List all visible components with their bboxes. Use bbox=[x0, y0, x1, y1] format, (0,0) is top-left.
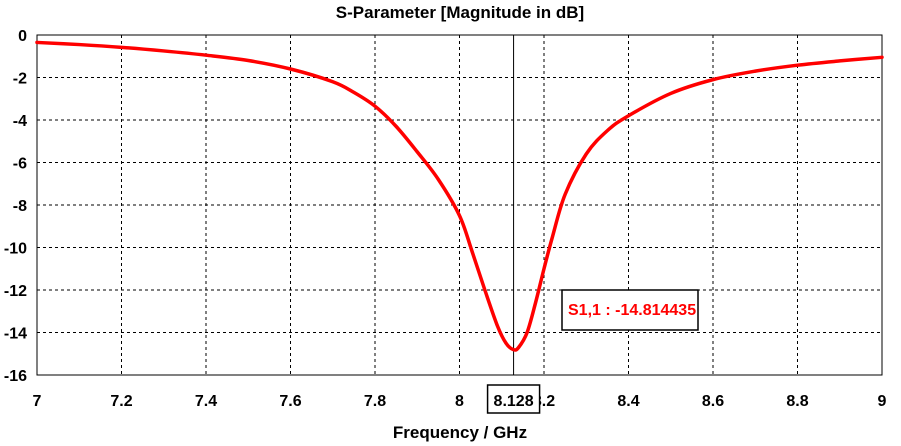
annotation-text: S1,1 : -14.814435 bbox=[568, 302, 696, 319]
x-tick-label: 7.2 bbox=[110, 393, 132, 410]
x-tick-label: 9 bbox=[878, 393, 887, 410]
y-tick-label: -4 bbox=[13, 113, 27, 130]
plot-frame bbox=[36, 34, 883, 376]
annotation-box bbox=[561, 289, 699, 331]
y-tick-label: -12 bbox=[4, 283, 27, 300]
y-tick-label: 0 bbox=[18, 28, 27, 45]
x-axis-label: Frequency / GHz bbox=[393, 423, 527, 442]
y-tick-label: -6 bbox=[13, 156, 27, 173]
cursor-x-box bbox=[486, 384, 541, 414]
tick-labels: 7 7.2 7.4 7.6 7.8 8 8.2 8.4 8.6 8.8 90-2-4-6-8-10-… bbox=[4, 28, 887, 410]
x-tick-label: 8 bbox=[455, 393, 464, 410]
y-tick-label: -16 bbox=[4, 368, 27, 385]
x-tick-label: 7 bbox=[33, 393, 42, 410]
chart-title: S-Parameter [Magnitude in dB] bbox=[336, 3, 584, 22]
y-tick-label: -14 bbox=[4, 326, 27, 343]
x-tick-label: 8.4 bbox=[617, 393, 639, 410]
x-tick-label: 7.6 bbox=[279, 393, 301, 410]
x-tick-label: 8.8 bbox=[786, 393, 808, 410]
y-tick-label: -10 bbox=[4, 241, 27, 258]
series-line-s11 bbox=[35, 40, 884, 352]
cursor-x-value: 8.128 bbox=[494, 393, 534, 410]
y-tick-label: -8 bbox=[13, 198, 27, 215]
cursor-x-readout[interactable]: 8.128 bbox=[486, 384, 541, 414]
marker-annotation: S1,1 : -14.814435 bbox=[561, 289, 699, 331]
x-tick-label: 7.8 bbox=[364, 393, 386, 410]
x-tick-label: 7.4 bbox=[195, 393, 217, 410]
grid-lines bbox=[37, 35, 882, 375]
y-tick-label: -2 bbox=[13, 71, 27, 88]
x-tick-label: 8.6 bbox=[702, 393, 724, 410]
